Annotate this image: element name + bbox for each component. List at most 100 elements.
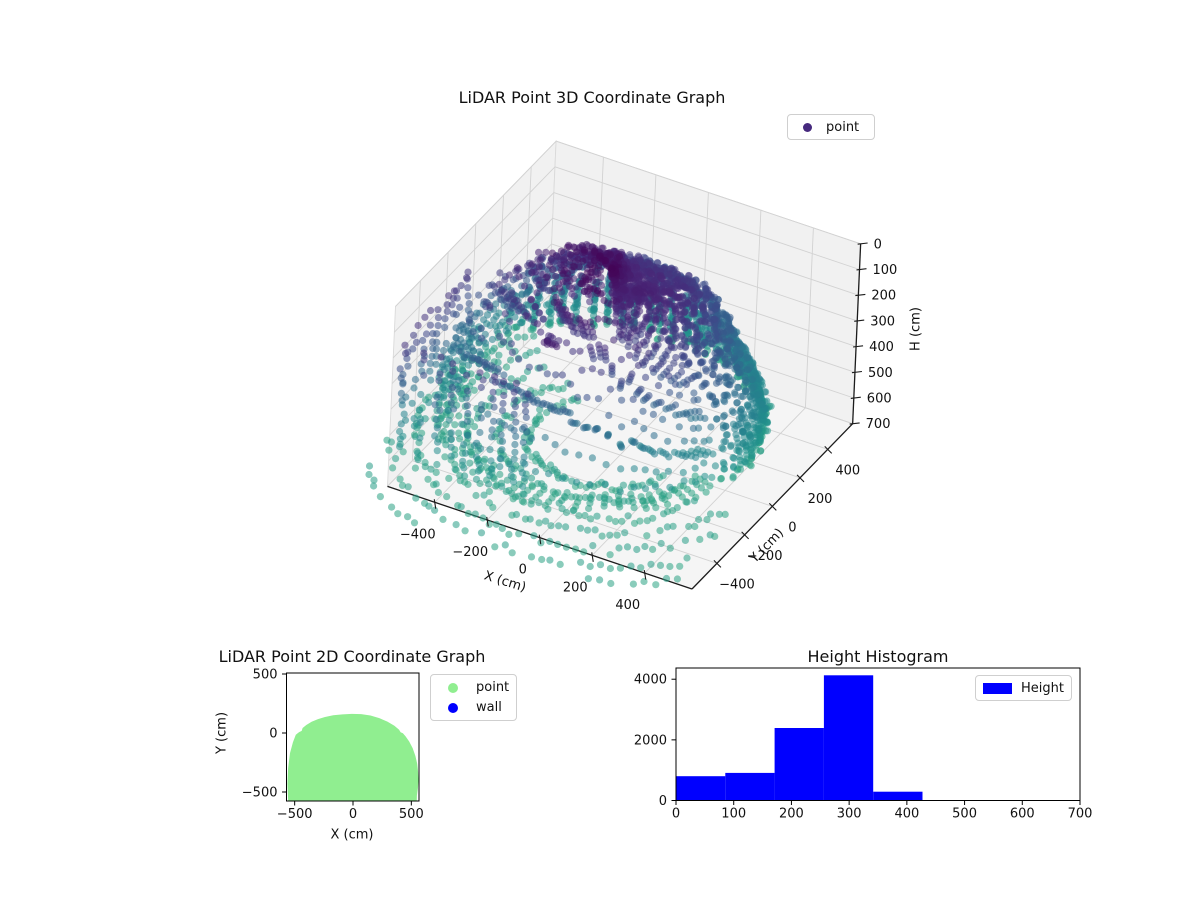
scatter-point bbox=[488, 335, 496, 344]
scatter-point bbox=[545, 470, 553, 478]
scatter-point bbox=[463, 274, 471, 282]
scatter-point bbox=[385, 446, 393, 454]
scatter-point bbox=[706, 510, 715, 518]
scatter-point bbox=[510, 426, 518, 434]
x-tick-label: 0 bbox=[672, 807, 680, 822]
x-tick-label: 300 bbox=[837, 807, 862, 822]
scatter-point bbox=[633, 545, 641, 554]
scatter-point bbox=[419, 336, 427, 345]
scatter-point bbox=[613, 297, 621, 305]
scatter-point bbox=[667, 342, 675, 350]
scatter-point bbox=[691, 522, 699, 531]
scatter-point bbox=[601, 480, 609, 488]
scatter-point bbox=[520, 490, 528, 498]
scatter-point bbox=[588, 454, 597, 462]
scatter-point bbox=[660, 510, 668, 518]
scatter-point bbox=[460, 328, 468, 337]
x-tick-label: 700 bbox=[1068, 807, 1093, 822]
scatter-point bbox=[721, 398, 729, 406]
scatter-point bbox=[439, 346, 448, 355]
scatter-point bbox=[486, 471, 494, 480]
scatter-point bbox=[546, 556, 554, 564]
scatter-point bbox=[478, 334, 486, 342]
scatter-point bbox=[439, 515, 447, 524]
scatter-point bbox=[472, 475, 481, 483]
scatter-point bbox=[496, 470, 504, 478]
scatter-point bbox=[427, 376, 435, 384]
scatter-point bbox=[700, 459, 708, 467]
scatter-point bbox=[687, 335, 695, 343]
scatter-point bbox=[616, 503, 624, 511]
grid-line-x bbox=[804, 227, 814, 408]
scatter-point bbox=[477, 324, 485, 332]
scatter-point bbox=[620, 497, 628, 505]
scatter-point bbox=[452, 334, 460, 342]
scatter-point bbox=[649, 410, 658, 418]
x-tick-mark bbox=[486, 516, 489, 527]
scatter-point bbox=[521, 333, 529, 341]
scatter-point bbox=[410, 331, 418, 339]
scatter-point bbox=[485, 480, 493, 488]
scatter-point bbox=[650, 432, 658, 440]
scatter-point bbox=[519, 482, 527, 491]
scatter-point bbox=[762, 388, 770, 396]
scatter-point bbox=[443, 307, 451, 315]
scatter-point bbox=[370, 476, 378, 484]
scatter-point bbox=[641, 318, 650, 326]
scatter-point bbox=[711, 349, 719, 357]
scatter-point bbox=[498, 482, 506, 490]
scatter-point bbox=[654, 382, 663, 390]
scatter-point bbox=[697, 358, 705, 366]
scatter-point bbox=[434, 438, 442, 446]
h-tick-label: 0 bbox=[874, 237, 882, 252]
scatter-point bbox=[436, 406, 444, 414]
scatter-point bbox=[556, 560, 564, 569]
scatter-point bbox=[432, 360, 440, 368]
scatter-point bbox=[618, 517, 626, 525]
scatter-point bbox=[421, 313, 429, 321]
scatter-point bbox=[501, 276, 509, 284]
scatter-point bbox=[410, 384, 418, 392]
plot2d-ticks: −500 0 500 500 0 −500 bbox=[242, 668, 424, 823]
scatter-point bbox=[733, 399, 741, 407]
scatter-point bbox=[498, 446, 506, 454]
scatter-point bbox=[464, 509, 472, 518]
scatter-point bbox=[595, 493, 604, 501]
scatter-point bbox=[606, 564, 615, 573]
scatter-point bbox=[469, 328, 477, 336]
scatter-point bbox=[535, 263, 543, 271]
scatter-point bbox=[581, 319, 589, 327]
scatter-point bbox=[515, 530, 523, 538]
scatter-point bbox=[755, 426, 763, 434]
scatter-point bbox=[490, 316, 498, 324]
scatter-point bbox=[398, 481, 407, 489]
y-tick-label: −500 bbox=[242, 786, 278, 801]
scatter-point bbox=[598, 532, 606, 540]
scatter-point bbox=[690, 341, 699, 349]
scatter-point bbox=[736, 453, 744, 461]
scatter-point bbox=[675, 391, 684, 399]
scatter-point bbox=[495, 280, 503, 288]
scatter-point bbox=[514, 333, 522, 341]
scatter-point bbox=[656, 561, 665, 570]
h-tick-mark bbox=[849, 422, 860, 425]
scatter-point bbox=[442, 441, 450, 449]
scatter-point bbox=[706, 301, 714, 310]
x-tick-label: 0 bbox=[349, 807, 357, 822]
scatter-point bbox=[491, 378, 499, 386]
scatter-point bbox=[551, 441, 559, 449]
y-tick-mark bbox=[824, 445, 833, 454]
scatter-point bbox=[443, 493, 451, 501]
scatter-point bbox=[447, 452, 455, 460]
scatter-point bbox=[396, 435, 404, 443]
scatter-point bbox=[538, 555, 546, 564]
scatter-point bbox=[487, 457, 495, 465]
plot2d-xaxis-label: X (cm) bbox=[330, 827, 374, 843]
scatter-point bbox=[459, 457, 467, 465]
scatter-point bbox=[479, 514, 487, 522]
scatter-point bbox=[608, 270, 617, 278]
scatter-point bbox=[449, 367, 457, 375]
scatter-point bbox=[510, 410, 518, 418]
scatter-point bbox=[441, 323, 449, 331]
scatter-point bbox=[420, 349, 428, 357]
